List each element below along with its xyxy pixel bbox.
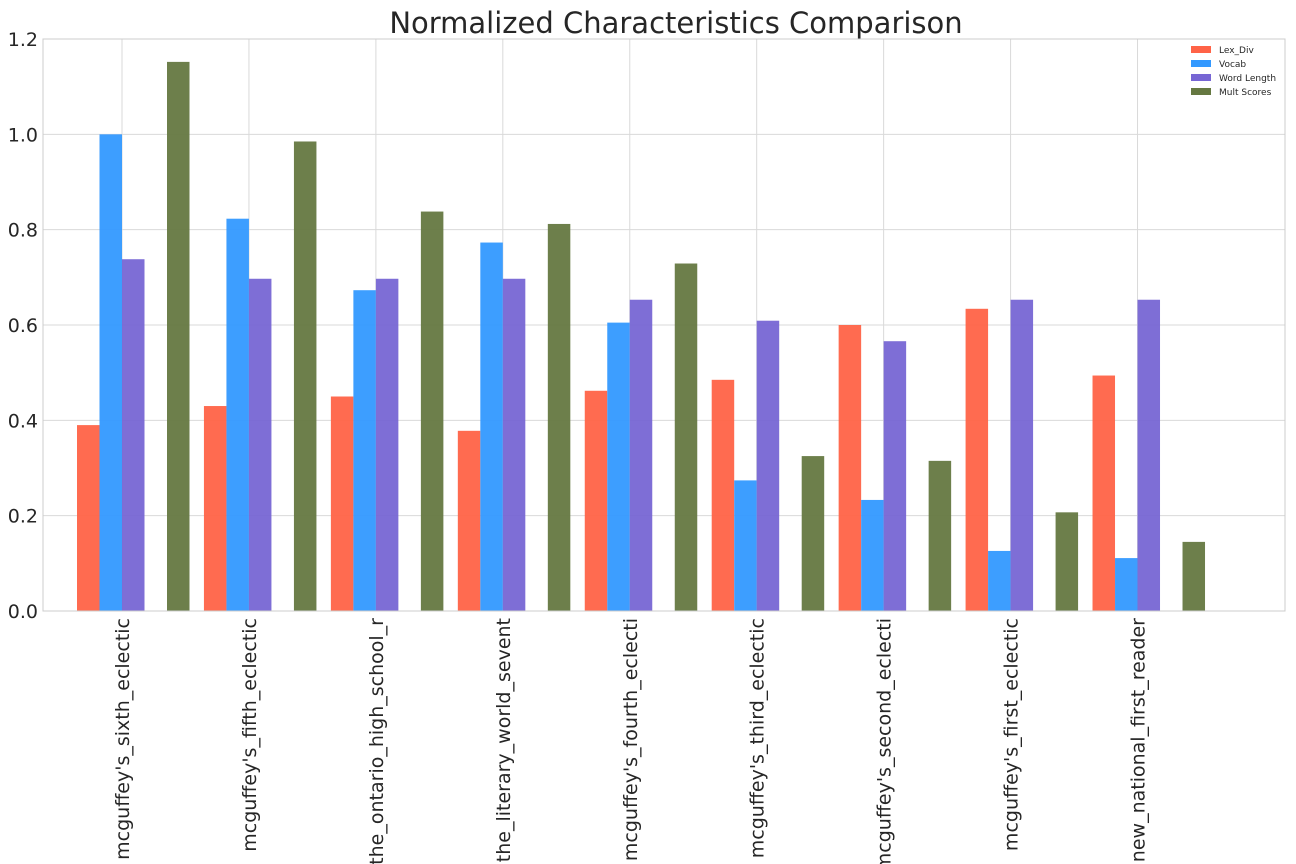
bar-mult-scores: [1055, 512, 1079, 611]
bar-mult-scores: [167, 61, 190, 611]
bar-mult-scores: [1182, 541, 1206, 611]
bar-lex-div: [77, 425, 100, 611]
bar-vocab: [988, 550, 1011, 611]
bar-word-length: [502, 278, 526, 611]
bar-vocab: [734, 480, 757, 611]
x-axis-ticks: mcguffey's_sixth_eclectic mcguffey's_fift…: [112, 618, 1150, 864]
bar-mult-scores: [801, 456, 825, 611]
legend-swatch: [1191, 60, 1211, 67]
legend-label: Vocab: [1219, 60, 1246, 70]
bar-vocab: [1115, 558, 1138, 611]
bar-mult-scores: [293, 141, 317, 611]
x-tick-label: mcguffey's_fifth_eclectic: [239, 618, 261, 852]
y-axis-ticks: 0.0 0.2 0.4 0.6 0.8 1.0 1.2: [8, 29, 38, 623]
x-tick-label: new_national_first_reader: [1128, 618, 1150, 862]
legend-swatch: [1191, 46, 1211, 53]
bar-word-length: [1010, 299, 1034, 611]
y-tick-label: 0.8: [8, 220, 38, 242]
bar-word-length: [122, 259, 145, 611]
bar-lex-div: [965, 308, 989, 611]
bar-lex-div: [711, 379, 735, 611]
y-tick-label: 0.4: [8, 410, 38, 432]
bar-word-length: [1137, 299, 1161, 611]
bar-mult-scores: [674, 263, 698, 611]
legend-swatch: [1191, 74, 1211, 81]
bar-word-length: [883, 341, 907, 611]
bar-vocab: [99, 134, 122, 612]
y-tick-label: 1.2: [8, 29, 38, 51]
bar-mult-scores: [928, 460, 952, 611]
x-tick-label: the_literary_world_sevent: [493, 618, 515, 862]
legend-label: Mult Scores: [1219, 88, 1272, 98]
y-tick-label: 0.0: [8, 601, 38, 623]
bar-vocab: [607, 322, 630, 611]
x-tick-label: mcguffey's_sixth_eclectic: [112, 618, 134, 860]
x-tick-label: mcguffey's_third_eclectic: [747, 618, 769, 858]
bar-lex-div: [1092, 375, 1116, 611]
chart-title: Normalized Characteristics Comparison: [389, 6, 962, 40]
bar-word-length: [629, 299, 653, 611]
bar-vocab: [353, 290, 376, 611]
legend-swatch: [1191, 88, 1211, 95]
bar-lex-div: [203, 406, 227, 611]
bar-lex-div: [584, 390, 608, 611]
bar-word-length: [248, 278, 272, 611]
legend-label: Lex_Div: [1219, 46, 1254, 56]
y-tick-label: 0.6: [8, 315, 38, 337]
y-tick-label: 1.0: [8, 124, 38, 146]
plot-frame: [42, 38, 1286, 612]
bar-mult-scores: [420, 211, 444, 611]
bar-lex-div: [457, 430, 481, 611]
x-tick-label: mcguffey's_second_eclecti: [874, 618, 896, 864]
bars: [77, 61, 1206, 612]
bar-vocab: [226, 218, 249, 611]
legend: Lex_Div Vocab Word Length Mult Scores: [1191, 46, 1276, 98]
bar-lex-div: [838, 325, 862, 611]
bar-vocab: [480, 242, 503, 611]
bar-mult-scores: [547, 223, 571, 612]
bar-lex-div: [330, 396, 354, 611]
x-tick-label: mcguffey's_fourth_eclecti: [620, 618, 642, 861]
x-tick-label: mcguffey's_first_eclectic: [1001, 618, 1023, 851]
bar-vocab: [861, 499, 884, 611]
bar-word-length: [375, 278, 399, 611]
x-tick-label: the_ontario_high_school_r: [366, 618, 388, 864]
bar-word-length: [756, 320, 780, 611]
y-tick-label: 0.2: [8, 506, 38, 528]
legend-label: Word Length: [1219, 74, 1276, 84]
